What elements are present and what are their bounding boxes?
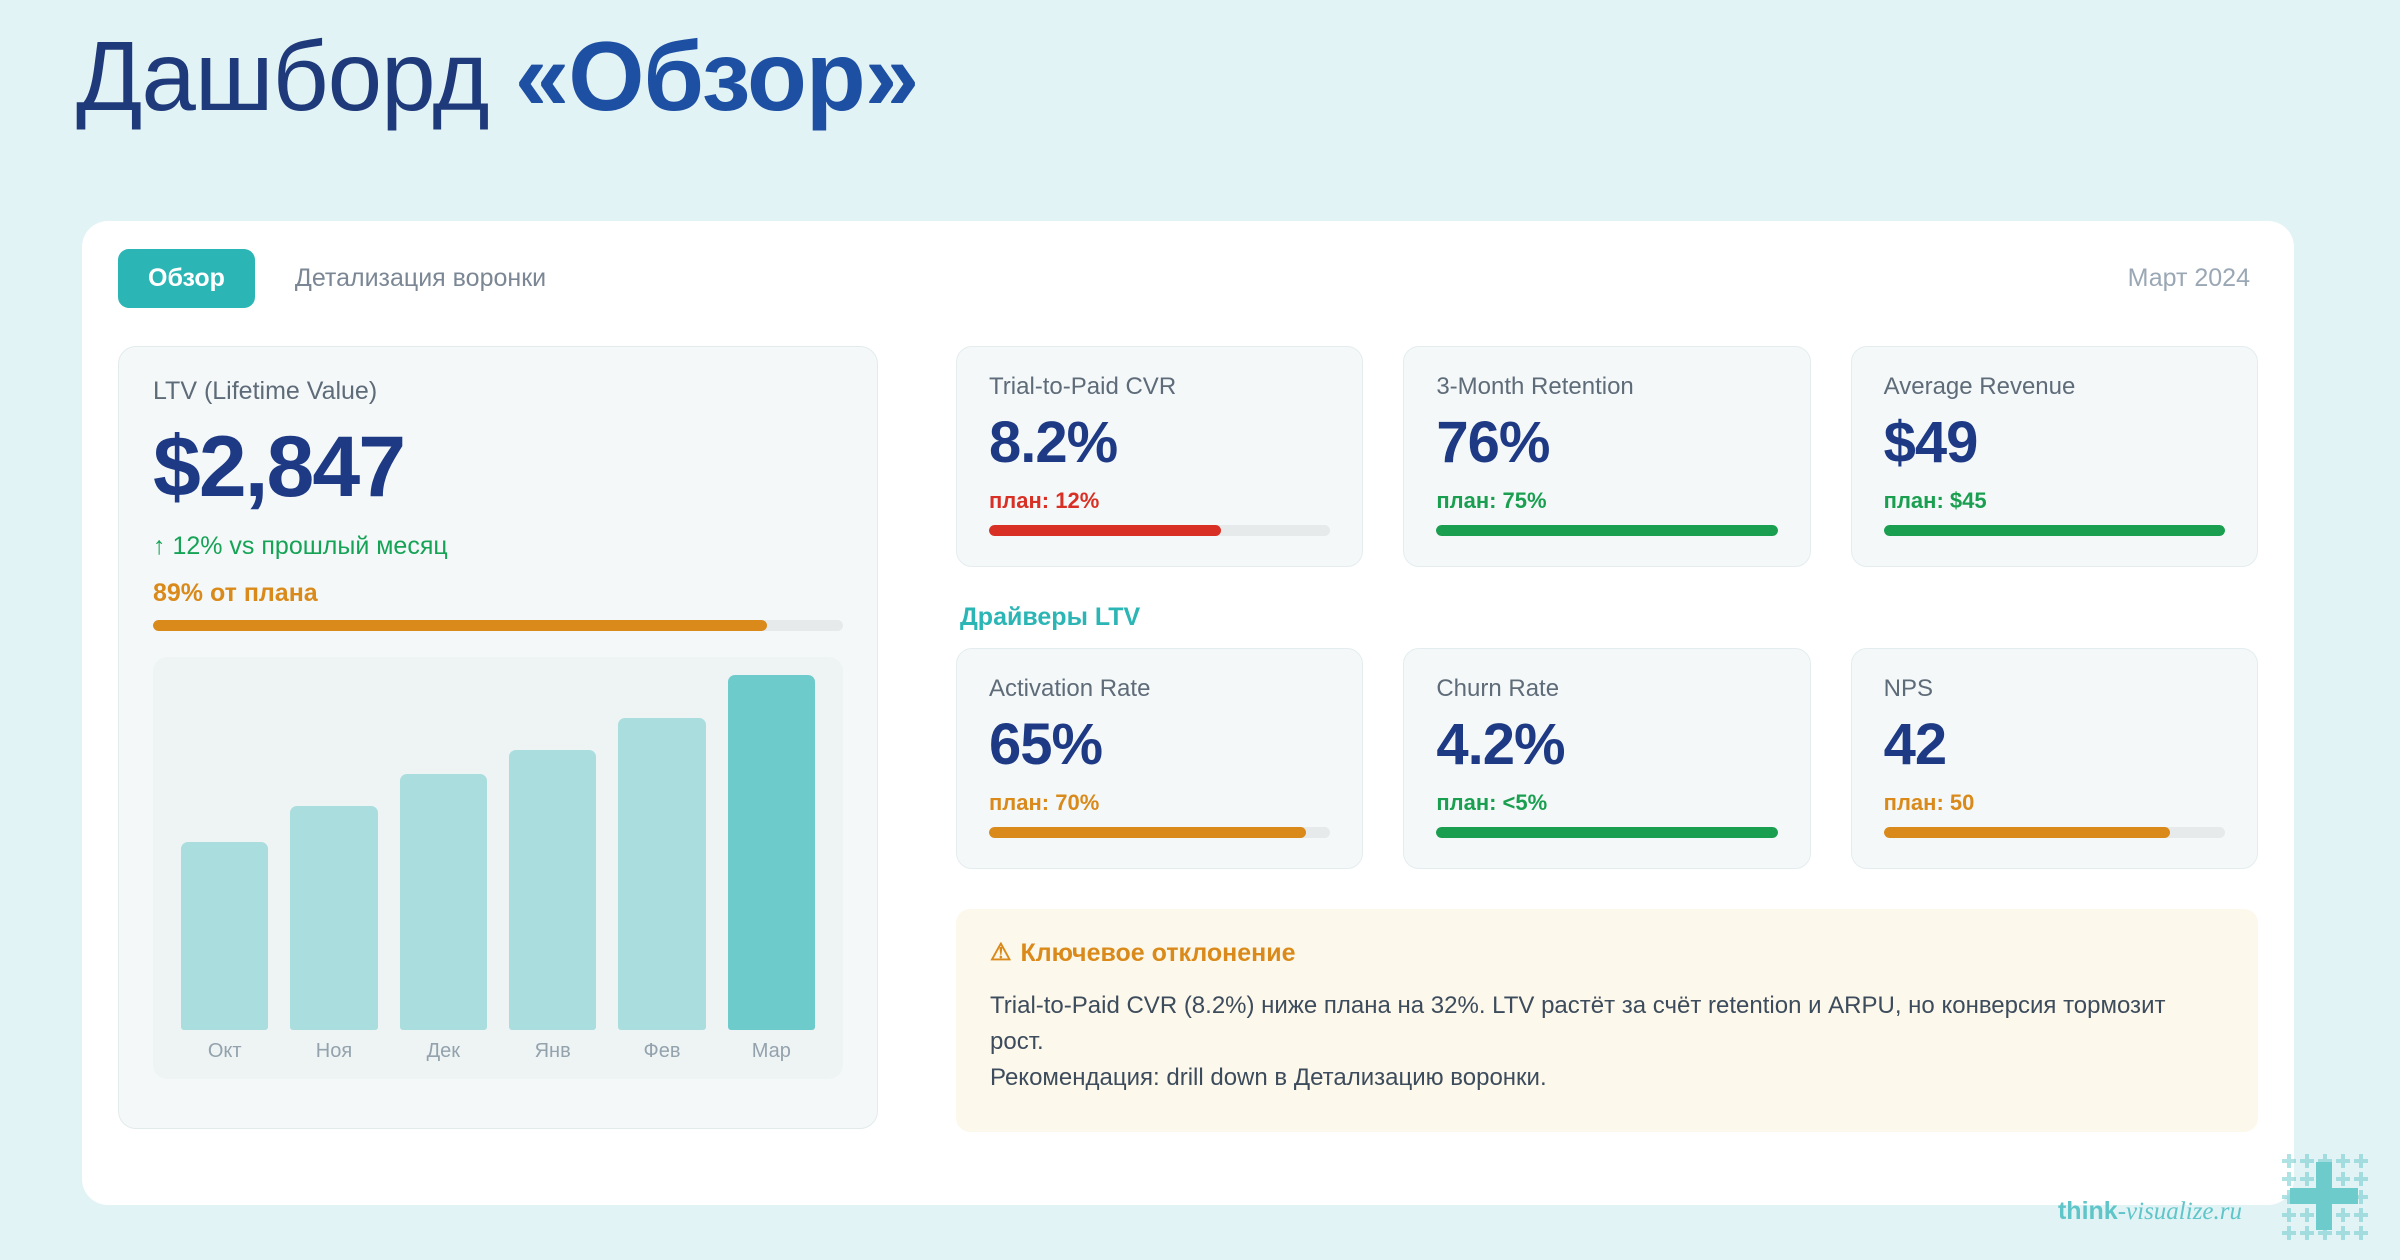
kpi-plan: план: 75% — [1436, 487, 1547, 513]
kpi-progress-track — [989, 524, 1331, 536]
watermark-domain: -visualize.ru — [2117, 1198, 2242, 1225]
kpi-label: Average Revenue — [1883, 373, 2076, 400]
kpi-card-average-revenue[interactable]: Average Revenue $49 план: $45 — [1850, 346, 2258, 567]
chart-x-tick: Мар — [751, 1040, 791, 1062]
kpi-label: 3-Month Retention — [1436, 373, 1634, 400]
drivers-section-title: Драйверы LTV — [960, 602, 1141, 631]
bar-column[interactable] — [181, 675, 269, 1030]
kpi-label: Activation Rate — [989, 674, 1151, 702]
kpi-card-churn-rate[interactable]: Churn Rate 4.2% план: <5% — [1403, 647, 1811, 869]
kpi-row-drivers: Activation Rate 65% план: 70% Churn Rate… — [956, 647, 2258, 869]
kpi-progress-fill — [989, 524, 1222, 536]
kpi-value: 42 — [1883, 711, 1948, 777]
alert-body-line2: Рекомендация: drill down в Детализацию в… — [990, 1063, 1547, 1091]
alert-body: Trial-to-Paid CVR (8.2%) ниже плана на 3… — [990, 988, 2224, 1096]
chart-x-tick: Янв — [534, 1040, 571, 1062]
chart-x-tick: Окт — [207, 1040, 242, 1062]
chart-bar[interactable] — [181, 841, 269, 1030]
bar-column[interactable] — [508, 675, 597, 1030]
ltv-delta: ↑ 12% vs прошлый месяц — [153, 532, 448, 560]
kpi-card-nps[interactable]: NPS 42 план: 50 — [1850, 647, 2258, 869]
kpi-label: NPS — [1883, 674, 1934, 702]
dashboard-content: LTV (Lifetime Value) $2,847 ↑ 12% vs про… — [118, 346, 2258, 1171]
kpi-row-primary: Trial-to-Paid CVR 8.2% план: 12% 3-Month… — [956, 346, 2258, 567]
dashboard-card: Обзор Детализация воронки Март 2024 LTV … — [82, 221, 2294, 1205]
alert-body-line1: Trial-to-Paid CVR (8.2%) ниже плана на 3… — [990, 991, 2166, 1055]
kpi-progress-track — [1883, 826, 2225, 838]
ltv-label: LTV (Lifetime Value) — [153, 377, 378, 405]
page-title: Дашборд «Обзор» — [76, 20, 919, 133]
tab-funnel-detail[interactable]: Детализация воронки — [294, 263, 547, 292]
tab-overview[interactable]: Обзор — [118, 248, 255, 308]
chart-bar[interactable] — [508, 749, 597, 1030]
period-label: Март 2024 — [2127, 263, 2250, 292]
page-title-main: Дашборд — [76, 21, 515, 131]
kpi-label: Churn Rate — [1436, 674, 1560, 702]
kpi-progress-track — [1436, 524, 1778, 536]
warning-triangle-icon: ⚠ — [990, 939, 1012, 967]
alert-title-row: ⚠ Ключевое отклонение — [990, 939, 2224, 968]
bar-column[interactable] — [727, 675, 815, 1030]
kpi-plan: план: 70% — [989, 789, 1100, 815]
ltv-card[interactable]: LTV (Lifetime Value) $2,847 ↑ 12% vs про… — [118, 346, 878, 1129]
page-title-accent: «Обзор» — [514, 21, 919, 131]
bar-column[interactable] — [618, 675, 706, 1030]
kpi-progress-track — [989, 826, 1331, 838]
ltv-trend-chart: Окт Ноя Дек Янв Фев Мар — [153, 657, 843, 1079]
bar-column[interactable] — [290, 675, 378, 1030]
ltv-plan-label: 89% от плана — [153, 579, 318, 607]
tab-bar: Обзор Детализация воронки Март 2024 — [118, 248, 2258, 308]
kpi-plan: план: 12% — [989, 487, 1100, 513]
kpi-progress-fill — [989, 826, 1307, 838]
kpi-value: 4.2% — [1436, 711, 1565, 777]
ltv-value: $2,847 — [153, 419, 406, 515]
kpi-progress-fill — [1436, 826, 1778, 838]
kpi-plan: план: <5% — [1436, 789, 1548, 815]
kpi-value: $49 — [1883, 410, 1979, 475]
ltv-column: LTV (Lifetime Value) $2,847 ↑ 12% vs про… — [118, 346, 878, 1171]
kpi-card-trial-to-paid-cvr[interactable]: Trial-to-Paid CVR 8.2% план: 12% — [956, 346, 1364, 567]
chart-x-tick: Дек — [426, 1040, 461, 1062]
kpi-plan: план: $45 — [1883, 487, 1987, 513]
kpi-card-3-month-retention[interactable]: 3-Month Retention 76% план: 75% — [1403, 346, 1811, 567]
kpi-progress-fill — [1883, 826, 2171, 838]
chart-bar[interactable] — [290, 806, 378, 1030]
chart-x-tick: Фев — [643, 1040, 681, 1062]
chart-bar[interactable] — [399, 774, 487, 1030]
kpi-column: Trial-to-Paid CVR 8.2% план: 12% 3-Month… — [956, 346, 2258, 1171]
key-deviation-alert: ⚠ Ключевое отклонение Trial-to-Paid CVR … — [956, 908, 2258, 1132]
kpi-label: Trial-to-Paid CVR — [989, 373, 1177, 400]
kpi-value: 76% — [1436, 410, 1550, 475]
chart-x-tick: Ноя — [315, 1040, 353, 1062]
kpi-plan: план: 50 — [1883, 789, 1975, 815]
chart-plot-area — [173, 675, 823, 1030]
kpi-progress-track — [1436, 826, 1778, 838]
chart-bar[interactable] — [727, 675, 815, 1030]
bar-column[interactable] — [399, 675, 487, 1030]
ltv-progress-track — [153, 620, 843, 631]
chart-x-axis: Окт Ноя Дек Янв Фев Мар — [173, 1030, 823, 1079]
kpi-progress-fill — [1883, 524, 2225, 536]
kpi-value: 65% — [989, 711, 1103, 777]
kpi-progress-fill — [1436, 524, 1778, 536]
kpi-card-activation-rate[interactable]: Activation Rate 65% план: 70% — [956, 647, 1364, 869]
chart-bar[interactable] — [618, 717, 706, 1030]
plus-grid-logo-icon — [2282, 1154, 2368, 1240]
kpi-value: 8.2% — [989, 410, 1118, 475]
site-watermark: think-visualize.ru — [2058, 1197, 2242, 1226]
kpi-progress-track — [1883, 524, 2225, 536]
alert-title-text: Ключевое отклонение — [1020, 938, 1296, 967]
ltv-progress-fill — [153, 620, 768, 631]
watermark-brand: think — [2057, 1197, 2118, 1225]
